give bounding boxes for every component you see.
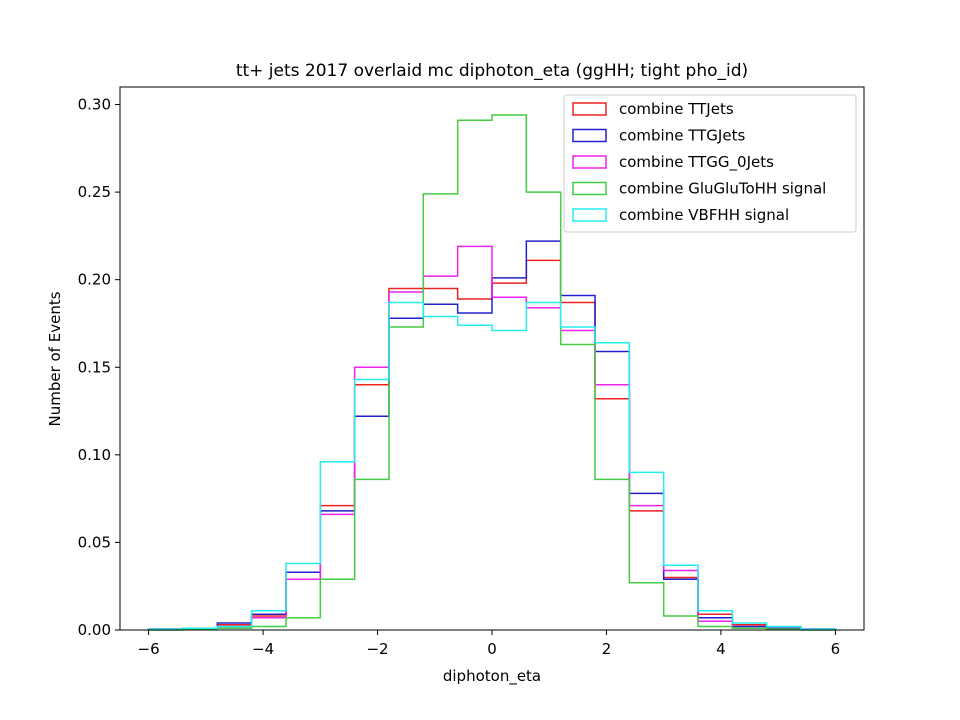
x-tick-label: −4: [252, 640, 274, 658]
legend-swatch: [572, 102, 607, 116]
chart-title: tt+ jets 2017 overlaid mc diphoton_eta (…: [236, 61, 748, 81]
series-4-step-line: [147, 301, 837, 630]
legend-swatch: [572, 155, 607, 169]
y-tick-label: 0.00: [78, 621, 111, 639]
legend-label: combine TTJets: [619, 100, 734, 118]
legend-label: combine TTGG_0Jets: [619, 153, 774, 172]
series-layer: [147, 114, 837, 631]
y-tick-label: 0.20: [78, 271, 111, 289]
y-axis: 0.00 0.05 0.10 0.15 0.20 0.25 0.30: [78, 96, 120, 639]
legend-label: combine VBFHH signal: [619, 206, 789, 224]
legend-label: combine TTGJets: [619, 127, 745, 145]
x-axis: −6 −4 −2 0 2 4 6: [138, 630, 841, 658]
legend-label: combine GluGluToHH signal: [619, 180, 826, 198]
legend-swatch: [572, 181, 607, 196]
y-tick-label: 0.25: [78, 183, 111, 201]
x-tick-label: −2: [366, 640, 388, 658]
y-tick-label: 0.15: [78, 358, 111, 376]
legend: combine TTJets combine TTGJets combine TTG…: [563, 94, 857, 233]
x-tick-label: 4: [716, 640, 726, 658]
y-tick-label: 0.30: [78, 96, 111, 114]
plot-frame: [119, 86, 865, 631]
x-tick-label: −6: [138, 640, 160, 658]
x-tick-label: 6: [831, 640, 841, 658]
legend-swatch: [572, 128, 607, 143]
legend-swatch: [572, 208, 607, 222]
x-tick-label: 2: [602, 640, 612, 658]
x-tick-label: 0: [487, 640, 497, 658]
legend-box: [563, 94, 857, 233]
y-tick-label: 0.05: [78, 533, 111, 551]
y-axis-label: Number of Events: [46, 291, 64, 426]
x-axis-label: diphoton_eta: [443, 667, 541, 686]
y-tick-label: 0.10: [78, 446, 111, 464]
series-3-step-line: [148, 114, 836, 631]
